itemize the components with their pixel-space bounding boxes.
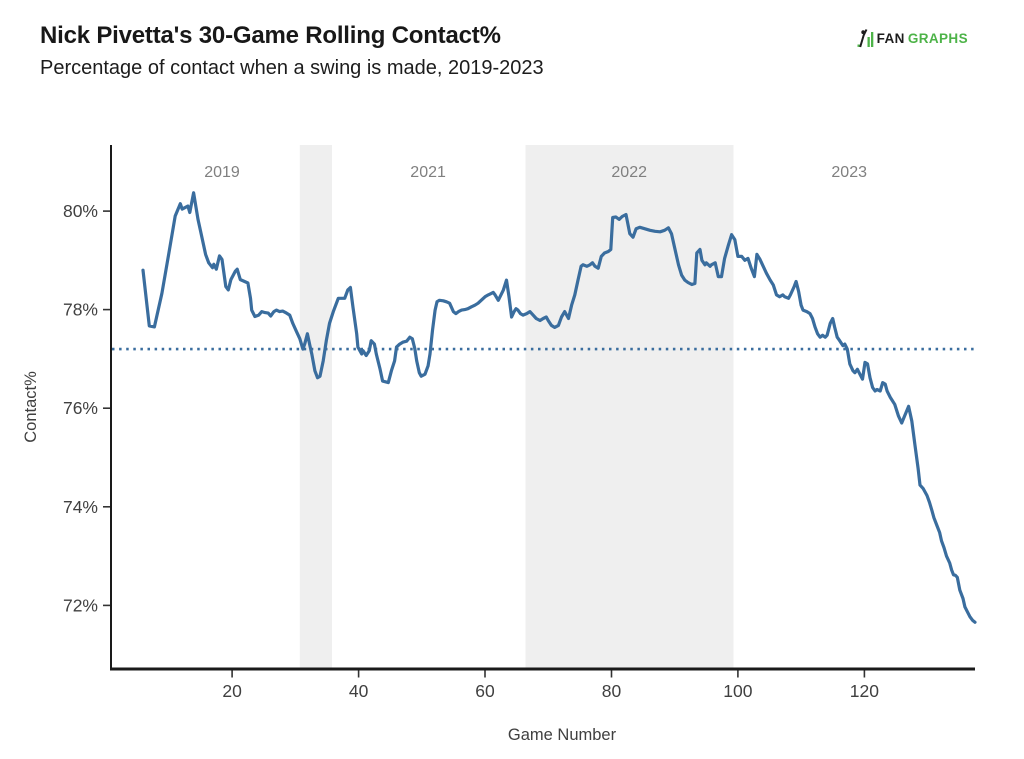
year-label: 2022 xyxy=(611,164,647,181)
y-axis-title: Contact% xyxy=(22,371,40,443)
contact-line xyxy=(141,191,977,624)
x-axis-title: Game Number xyxy=(508,726,617,744)
x-tick-label: 40 xyxy=(349,681,369,701)
chart-title: Nick Pivetta's 30-Game Rolling Contact% xyxy=(40,22,501,49)
y-tick-label: 74% xyxy=(63,497,98,517)
season-band xyxy=(525,145,734,668)
fangraphs-batter-icon xyxy=(857,29,873,48)
x-tick-label: 100 xyxy=(723,681,752,701)
season-band xyxy=(299,145,332,668)
fangraphs-logo: FAN GRAPHS xyxy=(857,28,968,48)
year-label: 2023 xyxy=(831,164,867,181)
x-tick-label: 120 xyxy=(850,681,879,701)
logo-text-graphs: GRAPHS xyxy=(907,30,968,46)
chart-subtitle: Percentage of contact when a swing is ma… xyxy=(40,57,544,79)
x-tick-label: 80 xyxy=(602,681,622,701)
y-tick-label: 72% xyxy=(63,595,98,615)
x-tick-label: 20 xyxy=(222,681,242,701)
logo-text-fan: FAN xyxy=(876,30,905,46)
x-tick-label: 60 xyxy=(475,681,495,701)
y-tick-label: 76% xyxy=(63,398,98,418)
y-tick-label: 80% xyxy=(63,201,98,221)
year-label: 2019 xyxy=(204,164,240,181)
y-tick-label: 78% xyxy=(63,300,98,320)
year-label: 2021 xyxy=(410,164,446,181)
